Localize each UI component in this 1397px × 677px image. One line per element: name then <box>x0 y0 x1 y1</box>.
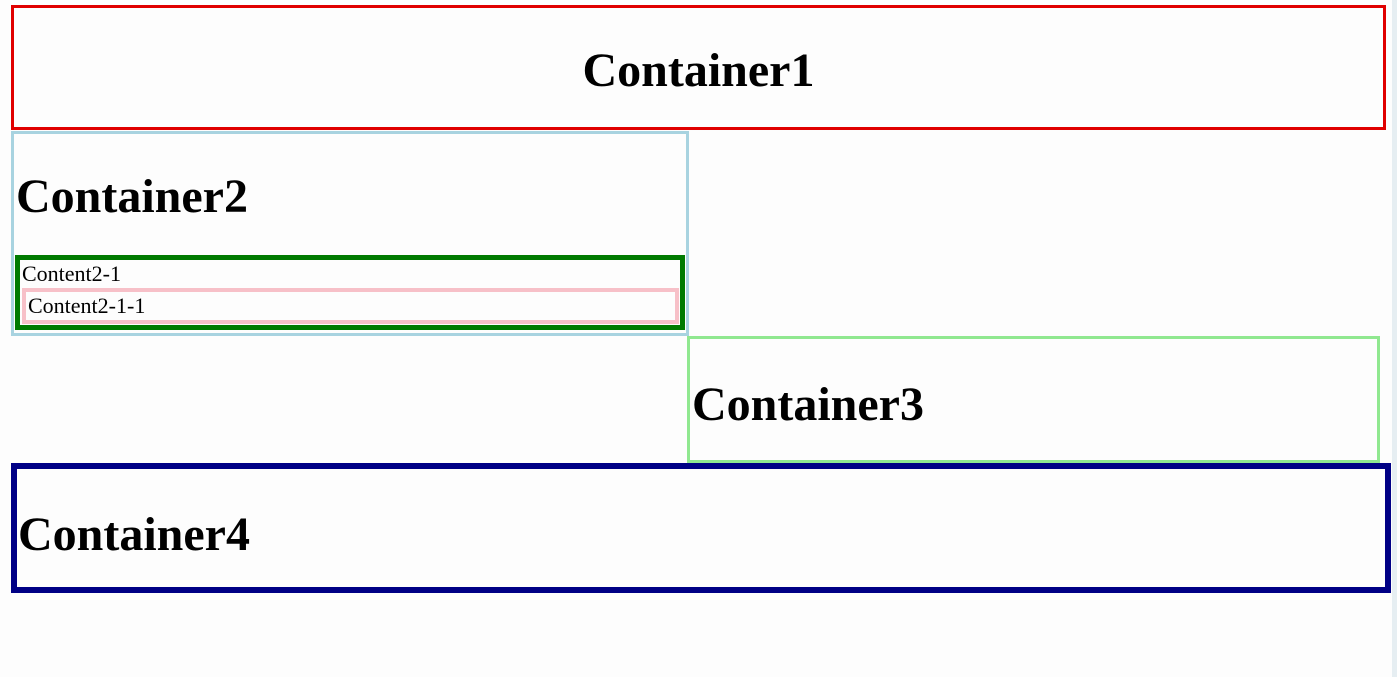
content2-1-1: Content2-1-1 <box>22 288 679 324</box>
window-right-edge <box>1392 0 1397 677</box>
container1: Container1 <box>11 5 1386 130</box>
content2-1-1-label: Content2-1-1 <box>28 293 146 318</box>
container4-title: Container4 <box>18 508 250 561</box>
container2: Container2 <box>11 131 689 336</box>
container3-title: Container3 <box>692 378 924 431</box>
content2-1: Content2-1 <box>15 255 685 330</box>
container3: Container3 <box>687 336 1380 463</box>
container2-title: Container2 <box>16 170 248 223</box>
content2-1-label: Content2-1 <box>22 261 121 286</box>
container1-title: Container1 <box>582 44 815 97</box>
container4: Container4 <box>11 463 1391 593</box>
